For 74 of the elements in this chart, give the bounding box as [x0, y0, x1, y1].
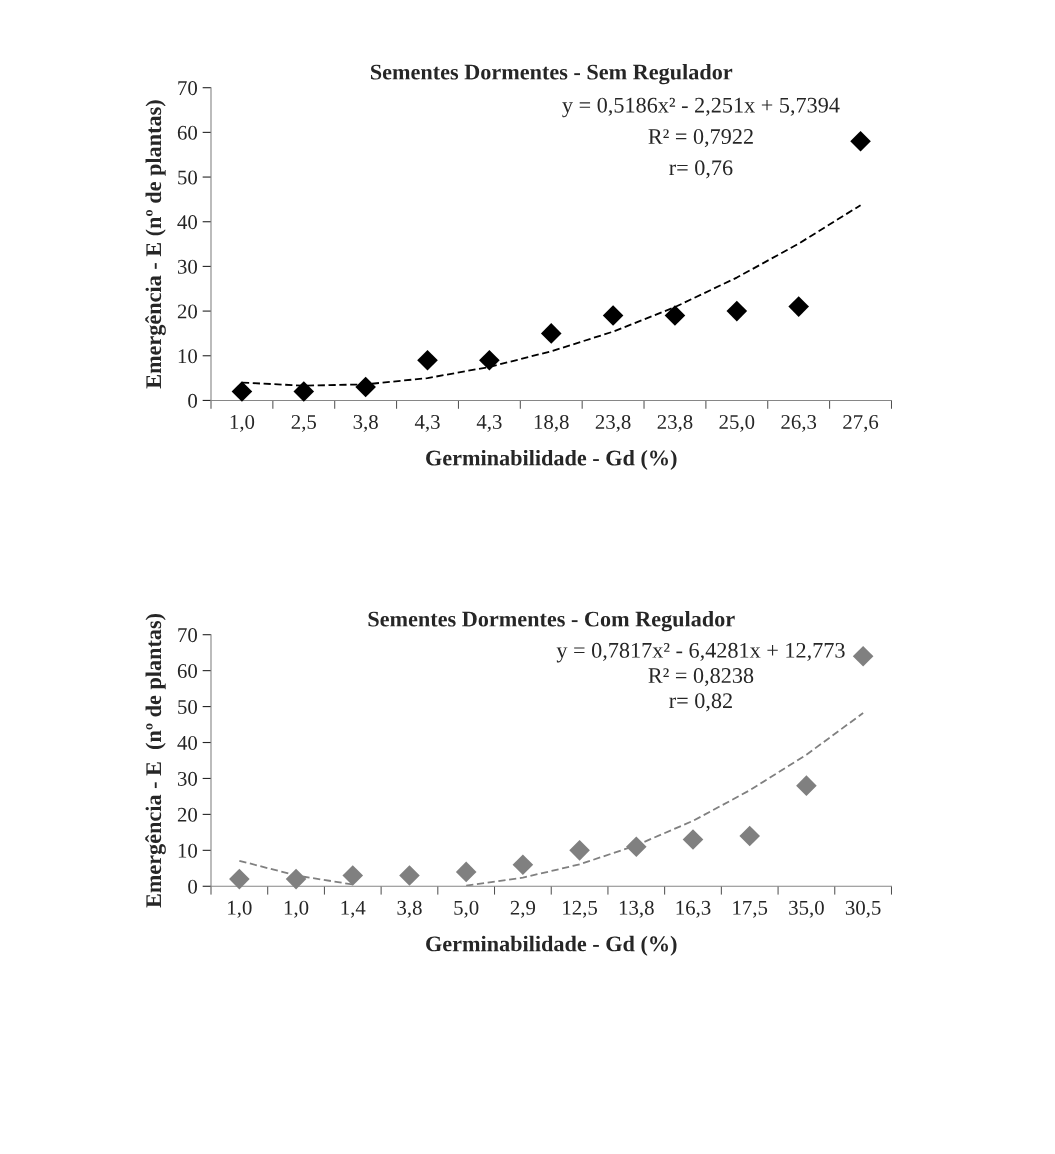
x-tick-label: 27,6 [843, 414, 879, 432]
x-tick-label: 1,4 [341, 900, 366, 918]
annotation: R² = 0,7922 [648, 129, 753, 148]
y-tick-label: 60 [177, 125, 198, 140]
x-tick-label: 25,0 [719, 414, 755, 432]
point [455, 861, 477, 883]
point [512, 854, 534, 876]
x-tick-label: 26,3 [781, 414, 817, 432]
y-axis-title: Emergência - E (nº de plantas) [145, 613, 166, 908]
x-tick-label: 30,5 [845, 900, 881, 918]
x-tick-label: 2,5 [291, 414, 316, 432]
point [852, 645, 874, 667]
chart-title: Sementes Dormentes - Com Regulador [368, 610, 735, 632]
annotation: r= 0,76 [669, 160, 733, 179]
point [796, 775, 817, 796]
point [569, 840, 590, 861]
point [739, 825, 761, 847]
y-tick-label: 20 [177, 304, 198, 319]
x-tick-label: 3,8 [397, 900, 422, 918]
y-axis-title: Emergência - E (nº de plantas) [145, 100, 166, 389]
x-tick-label: 5,0 [454, 900, 479, 918]
point [788, 296, 809, 317]
x-tick-label: 18,8 [534, 414, 569, 432]
x-tick-label: 4,3 [414, 414, 440, 432]
annotation: y = 0,5186x² - 2,251x + 5,7394 [562, 97, 840, 118]
x-tick-label: 2,9 [510, 900, 536, 918]
x-tick-label: 3,8 [353, 414, 378, 432]
x-tick-label: 4,3 [476, 414, 502, 432]
x-tick-label: 1,0 [284, 900, 309, 918]
y-tick-label: 10 [178, 349, 198, 364]
x-tick-label: 17,5 [733, 900, 768, 918]
y-tick-label: 70 [178, 628, 198, 643]
x-axis-title: Germinabilidade - Gd (%) [426, 449, 677, 471]
y-tick-label: 30 [177, 771, 198, 786]
point [285, 868, 307, 890]
y-tick-label: 0 [188, 879, 198, 894]
point [479, 349, 500, 371]
y-tick-label: 40 [177, 215, 198, 230]
point [355, 376, 376, 398]
y-tick-label: 40 [177, 735, 198, 750]
x-axis-title: Germinabilidade - Gd (%) [426, 935, 677, 956]
x-tick-label: 12,5 [563, 900, 598, 918]
point [540, 323, 562, 344]
y-tick-label: 20 [177, 807, 198, 822]
y-tick-label: 50 [178, 699, 198, 715]
point [229, 868, 250, 890]
point [342, 865, 364, 886]
x-tick-label: 16,3 [676, 900, 711, 918]
point [682, 829, 704, 850]
annotation: R² = 0,8238 [648, 668, 754, 687]
annotation: r= 0,82 [669, 693, 732, 712]
x-tick-label: 35,0 [789, 900, 824, 918]
point [664, 305, 686, 326]
x-tick-label: 1,0 [230, 414, 255, 432]
y-tick-label: 10 [178, 843, 198, 858]
y-tick-label: 50 [178, 170, 198, 185]
point [231, 381, 253, 402]
y-tick-label: 0 [188, 393, 198, 408]
point [850, 131, 871, 152]
point [417, 349, 438, 371]
x-tick-label: 23,8 [595, 414, 631, 432]
point [626, 836, 647, 858]
x-tick-label: 23,8 [657, 414, 693, 432]
y-tick-label: 30 [177, 259, 198, 274]
point [726, 300, 748, 322]
point [399, 865, 420, 886]
y-tick-label: 60 [177, 664, 198, 679]
y-tick-label: 70 [178, 81, 198, 96]
x-tick-label: 1,0 [228, 900, 252, 918]
annotation: y = 0,7817x² - 6,4281x + 12,773 [556, 642, 845, 663]
x-tick-label: 13,8 [619, 900, 654, 918]
point [293, 381, 315, 402]
point [602, 305, 624, 326]
chart-title: Sementes Dormentes - Sem Regulador [370, 63, 733, 85]
